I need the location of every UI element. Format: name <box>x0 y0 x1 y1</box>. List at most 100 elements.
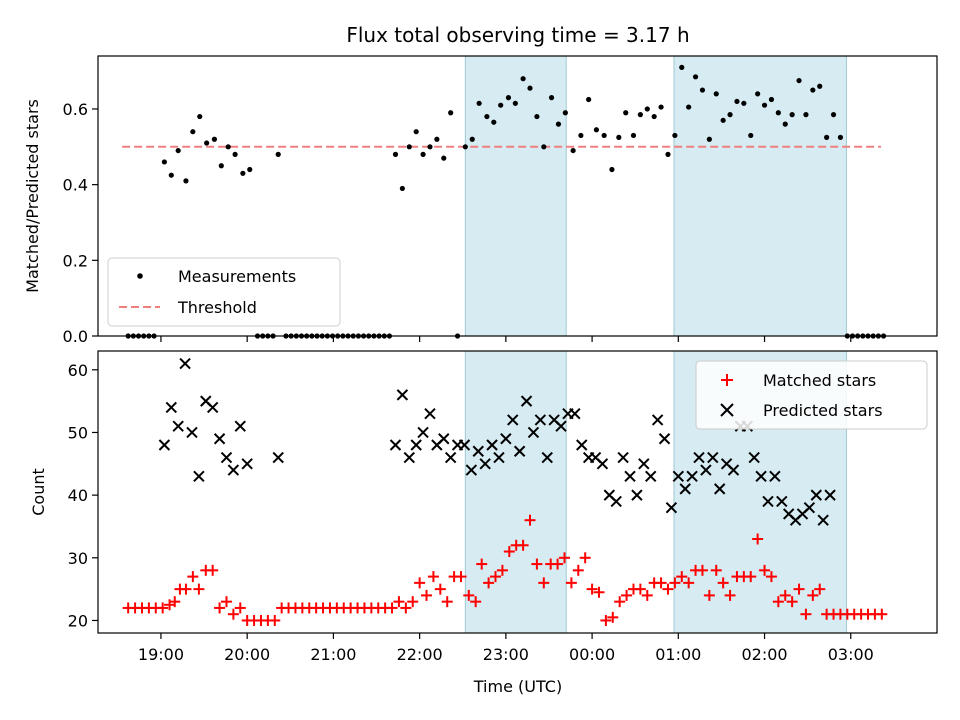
x-axis-label: Time (UTC) <box>473 677 562 696</box>
predicted-star-point <box>762 495 774 508</box>
measurement-point <box>218 163 224 169</box>
matched-star-point <box>683 577 695 589</box>
predicted-star-point <box>824 489 836 501</box>
measurement-point <box>190 129 196 135</box>
x-tick-label: 03:00 <box>828 645 874 664</box>
predicted-star-point <box>479 458 491 470</box>
predicted-star-point <box>520 395 533 407</box>
predicted-star-point <box>234 420 246 432</box>
measurement-point <box>755 91 761 97</box>
matched-star-point <box>227 608 239 620</box>
top-legend: Measurements Threshold <box>107 257 341 327</box>
matched-star-point <box>483 577 495 589</box>
measurement-point <box>476 100 482 106</box>
measurement-point <box>789 112 795 118</box>
legend-predicted-label: Predicted stars <box>763 401 883 420</box>
matched-star-point <box>814 583 826 595</box>
predicted-star-point <box>227 464 240 476</box>
measurement-point <box>399 185 405 192</box>
matched-star-point <box>772 596 784 608</box>
measurement-point <box>586 96 592 103</box>
predicted-star-point <box>693 451 705 464</box>
measurement-point <box>462 144 468 150</box>
predicted-star-point <box>817 514 829 526</box>
measurement-point <box>168 172 174 178</box>
measurement-point <box>578 132 584 139</box>
predicted-star-point <box>569 407 581 420</box>
predicted-star-point <box>610 495 622 508</box>
matched-star-point <box>717 577 729 589</box>
bottom-panel: 20 30 40 50 60 19:00 20:00 21:00 22:00 23:00 00:0… <box>29 350 938 696</box>
predicted-star-point <box>507 414 519 426</box>
predicted-star-point <box>500 433 512 445</box>
matched-star-point <box>565 577 577 589</box>
matched-star-point <box>517 539 529 551</box>
measurement-point <box>247 166 253 173</box>
matched-star-point <box>407 596 419 608</box>
measurement-point <box>562 110 568 116</box>
predicted-star-point <box>541 451 553 464</box>
measurement-point <box>413 129 419 135</box>
top-shaded-interval-1 <box>673 55 847 337</box>
legend-matched-marker <box>721 374 733 386</box>
measurement-point <box>406 144 412 150</box>
measurement-point <box>699 87 706 93</box>
predicted-star-point <box>272 451 284 464</box>
measurement-point <box>441 155 447 161</box>
predicted-star-point <box>165 401 178 414</box>
matched-star-point <box>579 552 591 564</box>
matched-star-point <box>214 602 226 614</box>
matched-star-point <box>724 589 736 601</box>
matched-star-point <box>434 583 446 595</box>
measurement-point <box>810 87 816 93</box>
x-tick-label: 00:00 <box>569 645 615 664</box>
matched-star-point <box>169 596 181 608</box>
measurement-point <box>637 112 643 118</box>
measurement-point <box>491 119 497 125</box>
measurement-point <box>630 132 637 139</box>
measurement-point <box>520 76 526 82</box>
predicted-star-point <box>665 501 678 514</box>
measurement-point <box>796 77 802 84</box>
predicted-star-point <box>417 426 429 439</box>
measurement-point <box>534 113 540 120</box>
measurement-point <box>211 136 218 142</box>
top-y-tick-label: 0.6 <box>63 100 88 119</box>
predicted-star-point <box>755 470 767 483</box>
measurement-point <box>601 132 607 139</box>
measurement-point <box>803 112 809 118</box>
matched-star-point <box>441 596 453 608</box>
matched-star-point <box>655 577 667 589</box>
predicted-star-point <box>458 439 471 451</box>
measurement-points <box>125 64 887 339</box>
measurement-point <box>665 151 671 157</box>
measurement-point <box>434 136 440 142</box>
predicted-star-point <box>513 445 526 457</box>
measurement-point <box>782 121 788 127</box>
matched-star-point <box>800 608 812 620</box>
measurement-point <box>275 151 281 157</box>
predicted-star-point <box>486 439 498 451</box>
predicted-star-point <box>713 483 726 495</box>
legend-matched-label: Matched stars <box>763 371 876 390</box>
measurement-point <box>505 95 512 101</box>
matched-star-point <box>696 564 708 576</box>
top-y-tick-label: 0.2 <box>63 251 88 270</box>
bottom-y-tick-label: 20 <box>68 611 88 630</box>
matched-star-point <box>180 583 192 595</box>
measurement-point <box>741 100 747 106</box>
matched-star-point <box>669 577 681 589</box>
legend-threshold-label: Threshold <box>177 298 257 317</box>
x-tick-label: 01:00 <box>655 645 701 664</box>
predicted-star-point <box>193 470 205 483</box>
measurement-point <box>204 140 210 146</box>
predicted-star-point <box>186 426 198 439</box>
measurement-point <box>706 136 712 142</box>
matched-star-point <box>427 571 439 583</box>
matched-star-point <box>621 589 633 601</box>
matched-star-point <box>187 571 199 583</box>
measurement-point <box>161 159 167 165</box>
top-y-axis-label: Matched/Predicted stars <box>23 99 42 293</box>
matched-star-point <box>538 577 550 589</box>
matched-star-point <box>593 586 605 598</box>
